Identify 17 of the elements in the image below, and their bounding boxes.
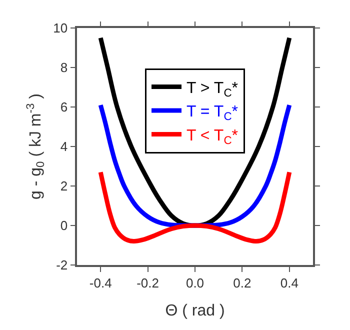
x-tick-label: -0.2 — [136, 275, 160, 290]
x-tick-label: 0.0 — [186, 275, 204, 290]
y-tick-label: 4 — [60, 139, 68, 154]
x-tick-label: 0.2 — [233, 275, 252, 290]
y-tick-label: 0 — [60, 218, 68, 234]
x-tick-label: -0.4 — [89, 275, 112, 290]
x-axis-title: Θ ( rad ) — [165, 302, 225, 320]
y-tick-label: 10 — [53, 20, 68, 36]
legend-label: T = T$_{C}$* — [186, 104, 238, 124]
y-tick-label: 2 — [60, 178, 68, 194]
y-tick-label: 8 — [60, 60, 68, 76]
y-tick-label: 6 — [60, 100, 68, 115]
legend-label: T > T$_{C}$* — [186, 80, 238, 100]
legend-label: T < T$_{C}$* — [186, 128, 238, 147]
x-tick-label: 0.4 — [280, 275, 298, 290]
y-tick-label: -2 — [56, 258, 68, 273]
line-series — [98, 170, 292, 244]
